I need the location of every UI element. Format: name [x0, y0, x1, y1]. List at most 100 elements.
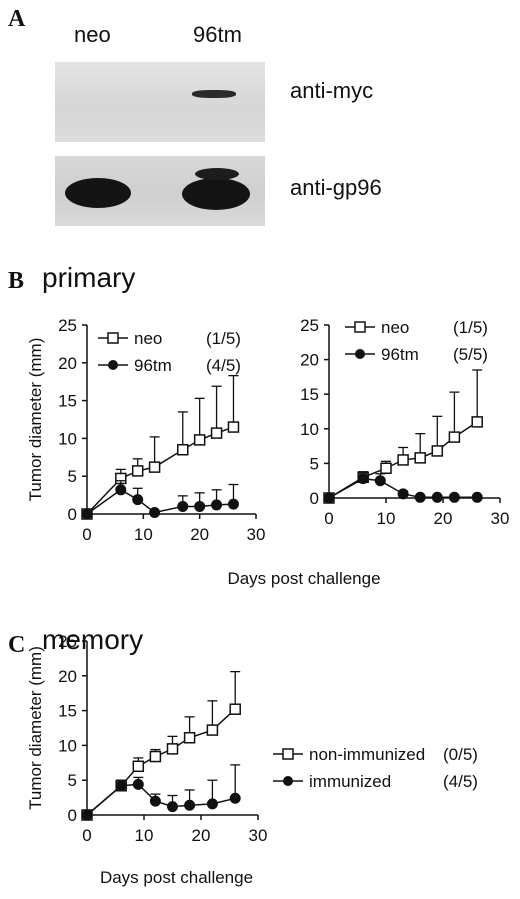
chart0-series0-point — [131, 465, 144, 477]
chart3-series1-point — [115, 780, 127, 792]
chart3-series0-point — [132, 760, 145, 773]
chart0-xtick-label: 0 — [82, 525, 91, 544]
chart3-ytick-label: 20 — [58, 667, 77, 686]
panel-c-title: memory — [42, 624, 144, 655]
chart0-ytick-label: 20 — [58, 354, 77, 373]
chart3-xlabel: Days post challenge — [100, 868, 253, 887]
chart0-ytick-label: 25 — [58, 316, 77, 335]
chart3-series1-point — [184, 799, 196, 811]
chart3-series0-point — [229, 703, 241, 715]
chart3-ylabel: Tumor diameter (mm) — [26, 646, 45, 810]
blot-anti-myc — [55, 62, 265, 142]
chart0-series1-point — [115, 484, 127, 496]
chart3-series1-point — [206, 798, 218, 810]
chart3-xtick-label: 0 — [82, 826, 91, 845]
chart3-ytick-label: 25 — [58, 632, 77, 651]
chart0-series0-point — [193, 434, 206, 446]
chart3-series1-point — [149, 795, 161, 807]
band-gp96-96tm-upper — [195, 168, 239, 180]
chart1-xtick-label: 10 — [377, 509, 396, 528]
chart1-series1-legend-label: 96tm — [381, 345, 419, 364]
chart3-series0-legend-marker — [282, 748, 294, 760]
chart3-ytick-label: 15 — [58, 702, 77, 721]
chart0-series1-legend-marker — [108, 360, 118, 370]
chart1-series1-point — [357, 473, 369, 485]
chart0-series0-point — [177, 443, 189, 456]
lane-label-neo: neo — [74, 22, 111, 47]
band-gp96-neo — [65, 178, 131, 208]
chart1-series0-point — [448, 431, 461, 443]
blot-label-anti-myc: anti-myc — [290, 78, 374, 103]
chart0-series1-point — [132, 494, 144, 506]
chart1-series0-point — [471, 416, 483, 428]
chart3-series1-legend-marker — [283, 776, 293, 786]
chart1-series1-legend-count: (5/5) — [453, 345, 488, 364]
chart1-series1-point — [414, 491, 426, 503]
chart3-series0-point — [206, 724, 219, 736]
panel-b-shared-xlabel: Days post challenge — [227, 569, 380, 588]
chart3-xtick-label: 10 — [135, 826, 154, 845]
chart1-series1-point — [448, 491, 460, 503]
chart3-series0-point — [149, 750, 162, 763]
chart0-ylabel: Tumor diameter (mm) — [26, 338, 45, 502]
chart0-ytick-label: 10 — [58, 429, 77, 448]
chart3-series1-point — [132, 778, 144, 790]
chart0-ytick-label: 15 — [58, 392, 77, 411]
chart0-series0-point — [227, 421, 240, 433]
chart0-ytick-label: 0 — [68, 505, 77, 524]
chart3-ytick-label: 5 — [68, 771, 77, 790]
chart3-series0-point — [166, 743, 179, 755]
band-myc-96tm — [192, 90, 236, 98]
chart1-series1-point — [374, 475, 386, 487]
blot-label-anti-gp96: anti-gp96 — [290, 175, 382, 200]
chart3-xtick-label: 30 — [249, 826, 268, 845]
chart3-series1-point — [229, 792, 241, 804]
chart0-series1-point — [194, 500, 206, 512]
chart1-ytick-label: 5 — [310, 454, 319, 473]
chart0-series0-point — [210, 427, 223, 439]
chart3-xtick-label: 20 — [192, 826, 211, 845]
chart1-series0-point — [414, 452, 426, 464]
panel-c-letter: C — [8, 632, 26, 658]
chart1-ytick-label: 20 — [300, 351, 319, 370]
chart1-series0-legend-marker — [354, 321, 366, 333]
chart1-ytick-label: 10 — [300, 420, 319, 439]
chart0-series0-legend-label: neo — [134, 329, 162, 348]
chart0-series1-point — [211, 499, 223, 511]
chart1-ytick-label: 15 — [300, 385, 319, 404]
chart0-series1-point — [227, 498, 239, 510]
chart0-series0-legend-marker — [107, 332, 119, 344]
chart1-ytick-label: 0 — [310, 489, 319, 508]
panel-a-letter: A — [8, 6, 26, 32]
chart0-series1-legend-label: 96tm — [134, 356, 172, 375]
chart1-series0-point — [431, 445, 444, 457]
blot-anti-gp96 — [55, 156, 265, 226]
chart0-series1-point — [81, 508, 93, 520]
chart0-series0-legend-count: (1/5) — [206, 329, 241, 348]
chart0-xtick-label: 30 — [247, 525, 266, 544]
chart1-series0-legend-label: neo — [381, 318, 409, 337]
chart0-series1-point — [149, 506, 161, 518]
chart1-series1-point — [431, 491, 443, 503]
chart1-series1-point — [397, 488, 409, 500]
chart0-xtick-label: 20 — [190, 525, 209, 544]
chart3-series0-legend-label: non-immunized — [309, 745, 425, 764]
chart1-xtick-label: 30 — [491, 509, 510, 528]
chart0-series0-point — [148, 461, 161, 473]
chart3-series0-legend-count: (0/5) — [443, 745, 478, 764]
chart3-series1-point — [167, 801, 178, 813]
lane-label-96tm: 96tm — [193, 22, 242, 47]
chart3-series1-legend-label: immunized — [309, 772, 391, 791]
chart0-series1-legend-count: (4/5) — [206, 356, 241, 375]
chart1-series0-point — [397, 454, 409, 466]
chart3-series1-point — [81, 809, 93, 821]
panel-b-title: primary — [42, 262, 136, 293]
chart3-ytick-label: 0 — [68, 806, 77, 825]
chart1-series1-legend-marker — [355, 349, 365, 359]
chart1-series1-point — [323, 492, 335, 504]
chart1-xtick-label: 20 — [434, 509, 453, 528]
chart1-series0-legend-count: (1/5) — [453, 318, 488, 337]
chart0-series1-line — [86, 488, 234, 515]
chart0-series1-point — [177, 500, 189, 512]
